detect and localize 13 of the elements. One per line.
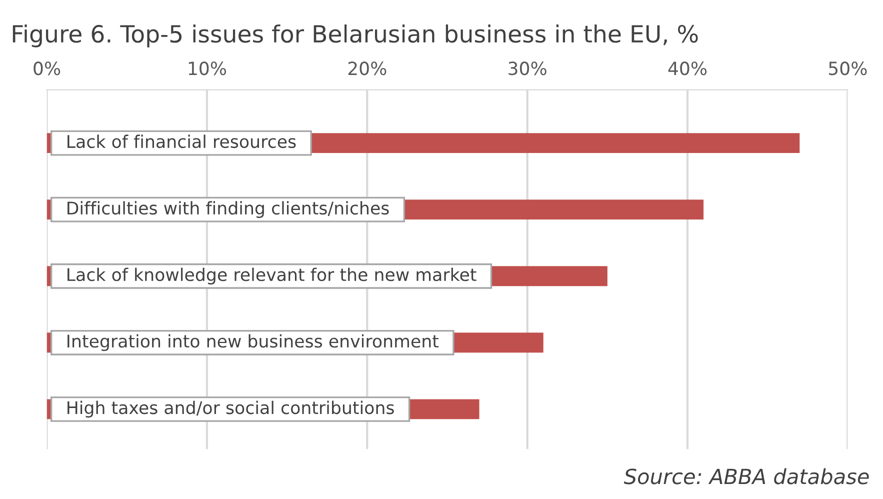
x-tick-label: 50% <box>829 62 867 76</box>
x-tick-label: 10% <box>188 62 226 76</box>
x-tick-label: 0% <box>34 62 60 76</box>
y-tick-label: Lack of knowledge relevant for the new market <box>68 268 476 285</box>
chart-title: Figure 6. Top-5 issues for Belarusian business in the EU, % <box>12 24 698 48</box>
x-tick-label: 20% <box>348 62 386 76</box>
y-tick-label: Lack of financial resources <box>68 134 296 148</box>
y-tick-label: Difficulties with finding clients/niches <box>68 201 389 218</box>
x-tick-label: 30% <box>508 62 546 76</box>
y-tick-label: High taxes and/or social contributions <box>68 400 394 418</box>
x-tick-label: 40% <box>668 62 707 76</box>
y-tick-label: Integration into new business environment <box>68 334 439 352</box>
source-note: Source: ABBA database <box>624 468 869 484</box>
